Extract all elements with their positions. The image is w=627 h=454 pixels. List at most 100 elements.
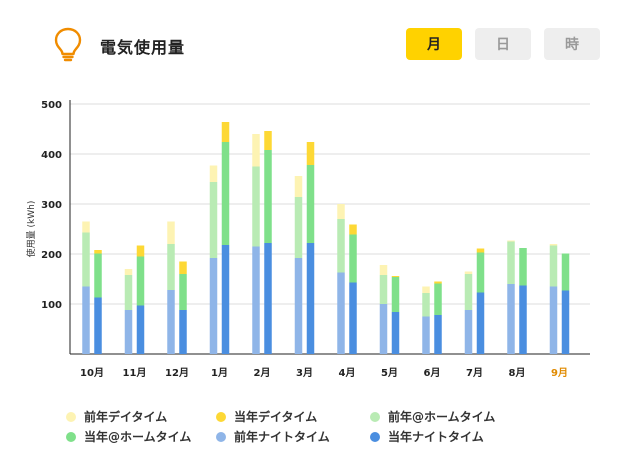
page-title: 電気使用量 bbox=[100, 38, 186, 57]
bar-prev-home bbox=[82, 232, 90, 287]
bar-cur-day bbox=[306, 142, 315, 165]
x-tick-label: 12月 bbox=[165, 367, 189, 379]
x-tick-label: 2月 bbox=[254, 367, 271, 379]
bar-prev-day bbox=[167, 221, 175, 244]
bar-prev-night bbox=[464, 310, 473, 354]
x-tick-label: 7月 bbox=[466, 367, 483, 379]
legend-label: 当年デイタイム bbox=[234, 410, 318, 424]
y-tick-label: 200 bbox=[41, 250, 62, 261]
bar-cur-day bbox=[349, 224, 357, 235]
bar-cur-home bbox=[136, 256, 145, 306]
bar-prev-day bbox=[337, 204, 345, 219]
legend-swatch bbox=[370, 411, 380, 422]
bar-prev-day bbox=[464, 271, 473, 274]
bar-cur-home bbox=[264, 150, 272, 243]
bar-cur-home bbox=[391, 277, 400, 312]
bar-cur-home bbox=[221, 142, 230, 245]
bar-prev-day bbox=[422, 286, 430, 293]
y-tick-label: 100 bbox=[41, 300, 62, 311]
legend-label: 前年@ホームタイム bbox=[388, 410, 496, 424]
bar-prev-day bbox=[549, 244, 558, 246]
legend-label: 当年@ホームタイム bbox=[84, 430, 192, 444]
bar-prev-night bbox=[549, 286, 558, 354]
y-tick-label: 300 bbox=[41, 200, 62, 211]
bar-cur-day bbox=[434, 281, 442, 284]
bar-prev-home bbox=[379, 275, 388, 304]
x-tick-label: 6月 bbox=[424, 367, 441, 379]
bar-cur-night bbox=[476, 292, 485, 354]
bar-prev-night bbox=[124, 310, 133, 354]
bar-prev-home bbox=[124, 275, 133, 310]
lightbulb-icon bbox=[54, 27, 82, 62]
bar-cur-night bbox=[306, 243, 315, 354]
header: 電気使用量 月 日 時 bbox=[0, 0, 627, 90]
bar-cur-day bbox=[136, 245, 145, 257]
legend-label: 前年デイタイム bbox=[84, 410, 168, 424]
bar-cur-night bbox=[561, 290, 570, 354]
bar-prev-night bbox=[507, 284, 515, 354]
bar-prev-day bbox=[209, 165, 218, 182]
legend-item-prev-night: 前年ナイトタイム bbox=[216, 428, 330, 445]
bar-cur-home bbox=[519, 248, 527, 286]
x-tick-label: 1月 bbox=[211, 367, 228, 379]
x-tick-label: 4月 bbox=[339, 367, 356, 379]
bar-cur-home bbox=[476, 252, 485, 293]
tab-day[interactable]: 日 bbox=[475, 28, 531, 60]
bar-prev-home bbox=[167, 244, 175, 290]
x-tick-label: 11月 bbox=[123, 367, 147, 379]
bar-prev-day bbox=[252, 134, 260, 167]
usage-chart: 100 200 300 400 500 使用量 (kWh) 10月 11月 12月 1月 2月 3月 4… bbox=[25, 100, 590, 379]
bar-cur-night bbox=[94, 297, 102, 354]
bar-prev-night bbox=[294, 258, 303, 354]
bar-cur-home bbox=[94, 253, 102, 298]
bar-cur-night bbox=[519, 285, 527, 354]
bar-cur-day bbox=[476, 248, 485, 253]
bar-prev-home bbox=[507, 241, 515, 284]
bar-prev-home bbox=[549, 245, 558, 287]
bar-cur-home bbox=[179, 274, 187, 310]
bar-cur-home bbox=[349, 234, 357, 283]
x-tick-label: 8月 bbox=[509, 367, 526, 379]
bar-prev-home bbox=[464, 274, 473, 310]
bar-prev-day bbox=[124, 269, 133, 275]
legend-item-prev-day: 前年デイタイム bbox=[66, 408, 167, 425]
bar-prev-night bbox=[167, 290, 175, 354]
bar-cur-night bbox=[179, 310, 187, 354]
bar-cur-day bbox=[94, 250, 102, 254]
tab-hour[interactable]: 時 bbox=[544, 28, 600, 60]
bar-prev-night bbox=[252, 246, 260, 354]
x-tick-label: 3月 bbox=[296, 367, 313, 379]
bar-prev-home bbox=[209, 182, 218, 258]
bar-prev-home bbox=[252, 166, 260, 247]
bar-prev-day bbox=[294, 176, 303, 197]
y-tick-label: 500 bbox=[41, 100, 62, 111]
bar-prev-home bbox=[337, 219, 345, 273]
tab-month[interactable]: 月 bbox=[406, 28, 462, 60]
legend-item-cur-night: 当年ナイトタイム bbox=[370, 428, 484, 445]
y-tick-label: 400 bbox=[41, 150, 62, 161]
legend-label: 前年ナイトタイム bbox=[234, 430, 330, 444]
legend-item-cur-home: 当年@ホームタイム bbox=[66, 428, 191, 445]
bar-cur-day bbox=[179, 261, 187, 274]
bar-prev-day bbox=[379, 265, 388, 275]
bar-prev-day bbox=[507, 240, 515, 242]
x-tick-label: 5月 bbox=[381, 367, 398, 379]
bar-cur-home bbox=[561, 253, 570, 291]
x-tick-label: 10月 bbox=[80, 367, 104, 379]
legend-swatch bbox=[216, 411, 226, 422]
bar-cur-home bbox=[434, 283, 442, 315]
legend-swatch bbox=[66, 431, 76, 442]
legend-label: 当年ナイトタイム bbox=[388, 430, 484, 444]
bar-cur-night bbox=[391, 312, 400, 354]
bar-prev-home bbox=[294, 197, 303, 258]
legend-item-cur-day: 当年デイタイム bbox=[216, 408, 317, 425]
bar-prev-night bbox=[82, 286, 90, 354]
bar-cur-day bbox=[264, 131, 272, 150]
bar-cur-night bbox=[136, 305, 145, 354]
bar-cur-night bbox=[349, 282, 357, 354]
bar-prev-night bbox=[422, 316, 430, 354]
bar-prev-day bbox=[82, 221, 90, 233]
y-axis-label: 使用量 (kWh) bbox=[25, 201, 37, 258]
bar-cur-night bbox=[264, 243, 272, 354]
bar-prev-home bbox=[422, 293, 430, 317]
